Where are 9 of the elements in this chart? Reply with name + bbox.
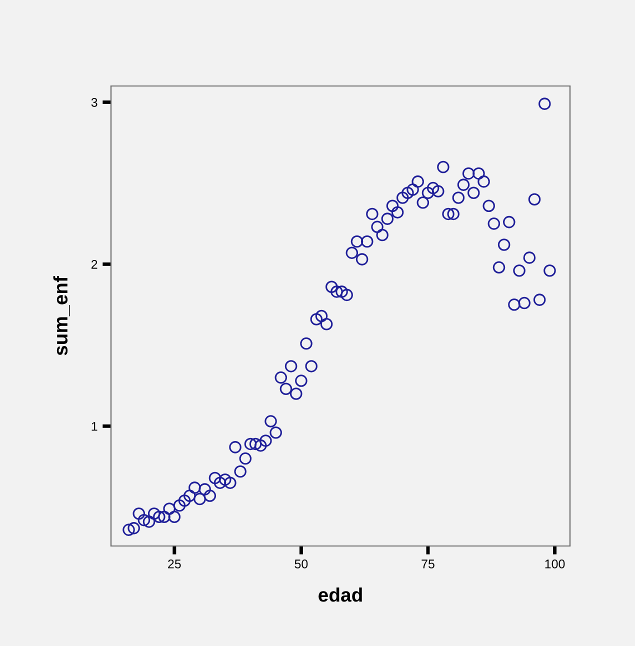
- y-tick-label: 1: [92, 422, 98, 431]
- y-axis-title: sum_enf: [53, 276, 70, 356]
- y-tick-label: 3: [91, 98, 98, 107]
- x-tick-label: 25: [168, 560, 181, 568]
- x-tick-label: 75: [422, 560, 434, 568]
- y-tick-label: 2: [91, 260, 98, 269]
- x-tick-label: 50: [294, 560, 308, 568]
- x-tick-label: 100: [545, 560, 565, 568]
- x-axis-title: edad: [318, 588, 362, 602]
